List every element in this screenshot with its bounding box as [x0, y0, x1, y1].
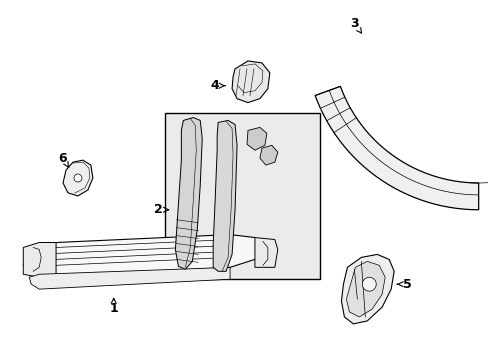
- Bar: [165, 113, 319, 279]
- Circle shape: [93, 250, 98, 255]
- Circle shape: [74, 174, 82, 182]
- Text: 2: 2: [154, 203, 168, 216]
- Circle shape: [192, 245, 197, 250]
- Polygon shape: [23, 235, 260, 277]
- Circle shape: [143, 247, 148, 252]
- Polygon shape: [254, 238, 277, 267]
- Text: 4: 4: [210, 79, 224, 92]
- Text: 1: 1: [109, 298, 118, 315]
- Polygon shape: [260, 145, 277, 165]
- Text: 5: 5: [396, 278, 410, 291]
- Polygon shape: [246, 127, 266, 150]
- Polygon shape: [314, 86, 478, 210]
- Polygon shape: [341, 255, 393, 324]
- Polygon shape: [346, 261, 385, 317]
- Text: 6: 6: [59, 152, 68, 167]
- Polygon shape: [23, 243, 56, 277]
- Polygon shape: [63, 160, 93, 196]
- Text: 3: 3: [349, 17, 361, 33]
- Polygon shape: [29, 267, 230, 289]
- Polygon shape: [175, 117, 202, 269]
- Circle shape: [362, 277, 375, 291]
- Polygon shape: [213, 121, 237, 271]
- Polygon shape: [232, 61, 269, 103]
